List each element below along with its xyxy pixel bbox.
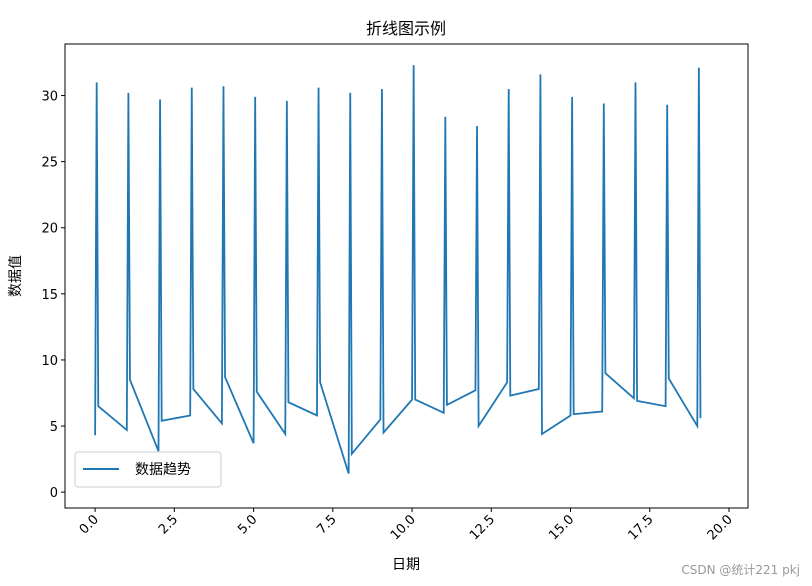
y-tick-label: 15 <box>41 288 58 303</box>
legend-box <box>74 451 222 488</box>
x-tick-label: 10.0 <box>388 512 419 543</box>
legend-label: 数据趋势 <box>135 462 191 478</box>
chart-title: 折线图示例 <box>366 19 446 38</box>
x-tick-label: 5.0 <box>235 512 260 537</box>
x-tick-label: 20.0 <box>705 512 736 543</box>
y-axis-label: 数据值 <box>8 255 24 297</box>
x-tick-label: 12.5 <box>467 512 498 543</box>
data-line <box>94 65 702 474</box>
x-tick-label: 15.0 <box>546 512 577 543</box>
watermark: CSDN @统计221 pkj <box>681 563 800 577</box>
y-tick-label: 20 <box>41 222 58 237</box>
y-tick-label: 10 <box>41 354 58 369</box>
y-tick-label: 0 <box>50 486 58 501</box>
y-tick-label: 5 <box>50 420 58 435</box>
y-tick-label: 30 <box>41 90 58 105</box>
x-tick-label: 2.5 <box>156 512 181 537</box>
x-tick-label: 0.0 <box>77 512 102 537</box>
x-tick-label: 17.5 <box>625 512 656 543</box>
y-tick-label: 25 <box>41 156 58 171</box>
plot-area <box>64 43 749 509</box>
x-axis-label: 日期 <box>392 557 420 573</box>
x-tick-label: 7.5 <box>314 512 339 537</box>
